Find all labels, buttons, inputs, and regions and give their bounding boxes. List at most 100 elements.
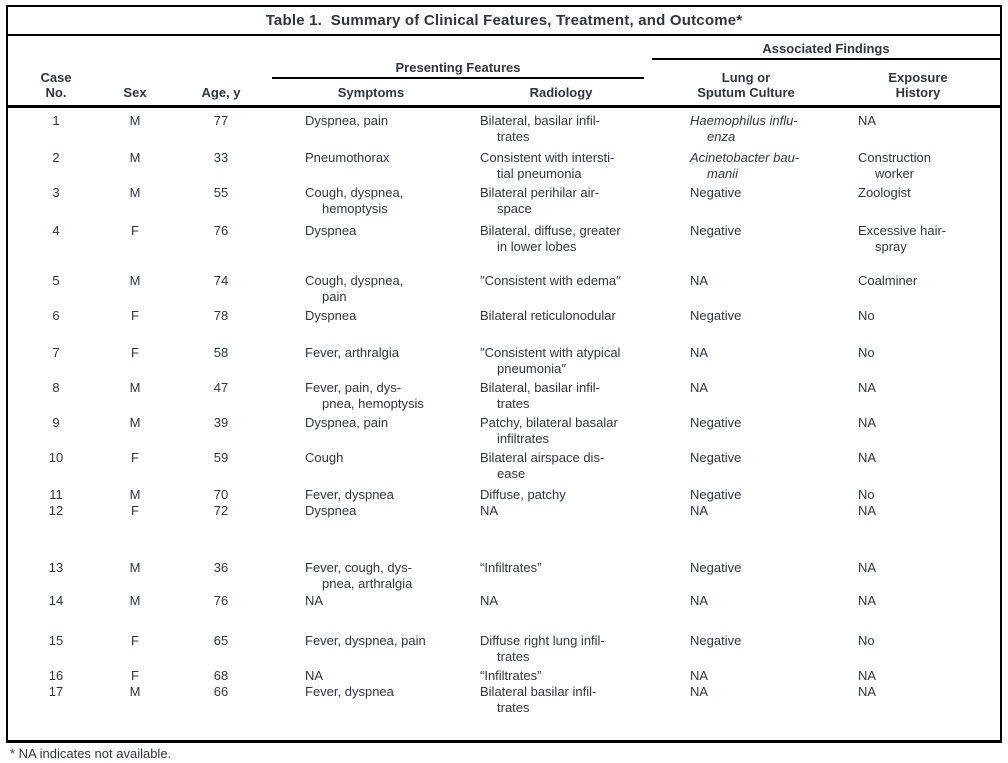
table-row: 1 M 77 Dyspnea, pain Bilateral, basilar infi… [8, 113, 1000, 150]
cell-no: 5 [52, 273, 60, 288]
cell-radiology: “Infiltrates” [480, 560, 542, 575]
cell-exposure: NA [858, 560, 877, 575]
cell-no: 10 [48, 450, 64, 465]
cell-culture: Acinetobacter bau- manii [690, 150, 800, 181]
column-header-row: Case No. Sex Age, y Symptoms Radiology L… [8, 70, 1000, 100]
cell-age: 74 [213, 273, 229, 288]
header-exposure: Exposure History [888, 70, 948, 100]
table-row: 17 M 66 Fever, dyspnea Bilateral basilar inf… [8, 684, 1000, 716]
header-case-no: Case No. [40, 70, 72, 100]
cell-sex: M [129, 487, 141, 502]
cell-radiology: Bilateral, basilar infil- trates [480, 113, 600, 144]
cell-no: 14 [48, 593, 64, 608]
cell-radiology: Bilateral perihilar air- space [480, 185, 600, 216]
cell-exposure: No [858, 345, 875, 360]
cell-sex: M [129, 560, 141, 575]
cell-age: 39 [213, 415, 229, 430]
cell-radiology: Bilateral airspace dis- ease [480, 450, 605, 481]
cell-exposure: No [858, 308, 875, 323]
cell-culture: Negative [690, 487, 742, 502]
cell-symptoms: Cough, dyspnea, pain [305, 273, 404, 304]
cell-symptoms: Fever, pain, dys- pnea, hemoptysis [305, 380, 424, 411]
cell-age: 76 [213, 223, 229, 238]
cell-culture: Negative [690, 223, 742, 238]
table-row: 4 F 76 Dyspnea Bilateral, diffuse, greater i… [8, 223, 1000, 273]
cell-exposure: NA [858, 684, 877, 699]
cell-exposure: NA [858, 593, 877, 608]
cell-sex: F [131, 308, 139, 323]
cell-radiology: Diffuse right lung infil- trates [480, 633, 605, 664]
cell-symptoms: Fever, dyspnea [305, 684, 394, 699]
cell-symptoms: Fever, dyspnea [305, 487, 394, 502]
table-row: 15 F 65 Fever, dyspnea, pain Diffuse right l… [8, 633, 1000, 668]
table-row: 2 M 33 Pneumothorax Consistent with intersti… [8, 150, 1000, 185]
cell-age: 65 [213, 633, 229, 648]
cell-sex: M [129, 273, 141, 288]
cell-culture: Negative [690, 308, 742, 323]
table-row: 10 F 59 Cough Bilateral airspace dis- ease Ne… [8, 450, 1000, 487]
cell-exposure: Zoologist [858, 185, 911, 200]
cell-symptoms: Fever, arthralgia [305, 345, 399, 360]
cell-radiology: ″Consistent with edema″ [480, 273, 621, 288]
table-row: 13 M 36 Fever, cough, dys- pnea, arthralgia… [8, 560, 1000, 593]
cell-exposure: Excessive hair- spray [858, 223, 947, 254]
cell-exposure: Construction worker [858, 150, 931, 181]
cell-culture: NA [690, 503, 709, 518]
cell-radiology: Consistent with intersti- tial pneumonia [480, 150, 615, 181]
cell-exposure: NA [858, 380, 877, 395]
cell-sex: F [131, 450, 139, 465]
cell-no: 16 [48, 668, 64, 683]
cell-exposure: NA [858, 415, 877, 430]
cell-symptoms: Fever, cough, dys- pnea, arthralgia [305, 560, 413, 591]
cell-no: 13 [48, 560, 64, 575]
header-age: Age, y [201, 85, 241, 100]
associated-findings-group-header: Associated Findings [652, 41, 1000, 60]
cell-no: 2 [52, 150, 60, 165]
cell-exposure: No [858, 487, 875, 502]
cell-age: 76 [213, 593, 229, 608]
table-title: Table 1. Summary of Clinical Features, T… [8, 7, 1000, 36]
table-row: 8 M 47 Fever, pain, dys- pnea, hemoptysis Bi… [8, 380, 1000, 415]
cell-age: 70 [213, 487, 229, 502]
cell-radiology: NA [480, 593, 499, 608]
cell-sex: M [129, 380, 141, 395]
table-header: Presenting Features Associated Findings … [8, 36, 1000, 108]
cell-culture: Negative [690, 560, 742, 575]
cell-age: 66 [213, 684, 229, 699]
cell-culture: NA [690, 668, 709, 683]
clinical-features-table: Table 1. Summary of Clinical Features, T… [6, 5, 1002, 743]
cell-no: 6 [52, 308, 60, 323]
cell-age: 72 [213, 503, 229, 518]
cell-culture: Negative [690, 185, 742, 200]
cell-exposure: NA [858, 668, 877, 683]
cell-culture: NA [690, 345, 709, 360]
table-row: 3 M 55 Cough, dyspnea, hemoptysis Bilateral … [8, 185, 1000, 223]
cell-radiology: Diffuse, patchy [480, 487, 566, 502]
table-row: 16 F 68 NA “Infiltrates” NA NA [8, 668, 1000, 684]
cell-sex: M [129, 593, 141, 608]
header-sex: Sex [123, 85, 147, 100]
cell-no: 3 [52, 185, 60, 200]
cell-culture: NA [690, 593, 709, 608]
cell-radiology: Patchy, bilateral basalar infiltrates [480, 415, 618, 446]
cell-no: 8 [52, 380, 60, 395]
presenting-features-group-header: Presenting Features [272, 60, 644, 79]
cell-radiology: ″Consistent with atypical pneumonia″ [480, 345, 621, 376]
cell-exposure: NA [858, 503, 877, 518]
associated-findings-label: Associated Findings [762, 41, 890, 56]
table-row: 14 M 76 NA NA NA NA [8, 593, 1000, 633]
cell-age: 47 [213, 380, 229, 395]
cell-sex: M [129, 113, 141, 128]
cell-exposure: No [858, 633, 875, 648]
cell-sex: F [131, 668, 139, 683]
cell-age: 78 [213, 308, 229, 323]
table-row: 9 M 39 Dyspnea, pain Patchy, bilateral basal… [8, 415, 1000, 450]
cell-age: 58 [213, 345, 229, 360]
table-row: 12 F 72 Dyspnea NA NA NA [8, 503, 1000, 560]
cell-sex: F [131, 503, 139, 518]
table-row: 5 M 74 Cough, dyspnea, pain ″Consistent with… [8, 273, 1000, 308]
cell-radiology: Bilateral, diffuse, greater in lower lob… [480, 223, 621, 254]
table-row: 11 M 70 Fever, dyspnea Diffuse, patchy Negati… [8, 487, 1000, 503]
cell-symptoms: Cough [305, 450, 344, 465]
